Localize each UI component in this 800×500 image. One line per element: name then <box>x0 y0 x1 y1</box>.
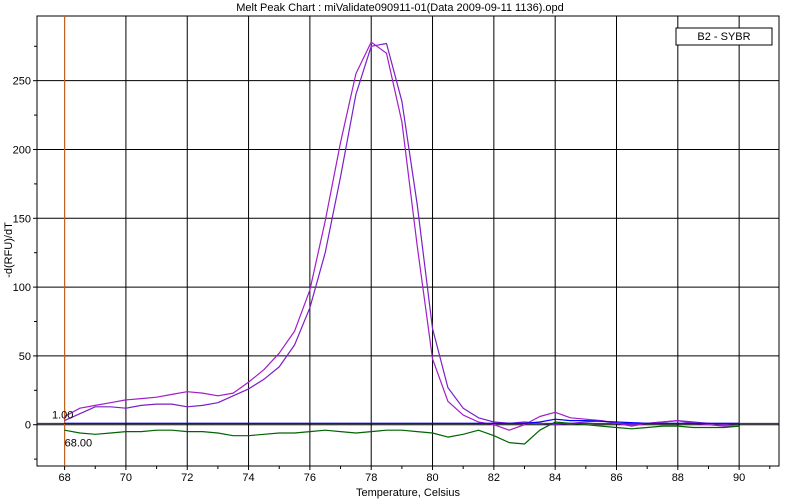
x-tick-label: 86 <box>610 472 622 484</box>
series-lines <box>64 41 740 445</box>
x-tick-label: 74 <box>242 472 254 484</box>
x-tick-label: 90 <box>733 472 745 484</box>
series-line-3 <box>64 418 740 424</box>
y-tick-label: 100 <box>13 282 31 294</box>
x-tick-label: 70 <box>120 472 132 484</box>
y-tick-label: 150 <box>13 213 31 225</box>
series-line-2 <box>64 41 740 431</box>
legend: B2 - SYBR <box>675 27 773 46</box>
plot-area <box>36 15 780 467</box>
threshold-label: 1.00 <box>52 409 73 421</box>
legend-box <box>675 27 773 46</box>
x-tick-label: 88 <box>672 472 684 484</box>
series-line-4 <box>64 421 740 445</box>
y-tick-label: 0 <box>25 420 31 432</box>
x-tick-label: 78 <box>365 472 377 484</box>
x-tick-label: 68 <box>58 472 70 484</box>
x-axis-label: Temperature, Celsius <box>356 487 460 499</box>
marker-label: 68.00 <box>65 437 93 449</box>
y-axis-label: -d(RFU)/dT <box>3 222 15 278</box>
y-tick-label: 200 <box>13 144 31 156</box>
x-tick-label: 80 <box>426 472 438 484</box>
y-tick-label: 250 <box>13 76 31 88</box>
chart-title: Melt Peak Chart : miValidate090911-01(Da… <box>236 2 564 14</box>
x-tick-label: 84 <box>549 472 561 484</box>
y-axis-ticks: 0 50 100 150 200 250 <box>13 45 37 460</box>
x-tick-label: 76 <box>304 472 316 484</box>
x-tick-label: 82 <box>488 472 500 484</box>
x-tick-label: 72 <box>181 472 193 484</box>
legend-entry: B2 - SYBR <box>697 31 750 43</box>
series-line-1 <box>64 42 740 426</box>
x-axis-ticks: 68 70 72 74 76 78 80 82 84 86 88 90 <box>58 466 771 484</box>
y-tick-label: 50 <box>19 351 31 363</box>
